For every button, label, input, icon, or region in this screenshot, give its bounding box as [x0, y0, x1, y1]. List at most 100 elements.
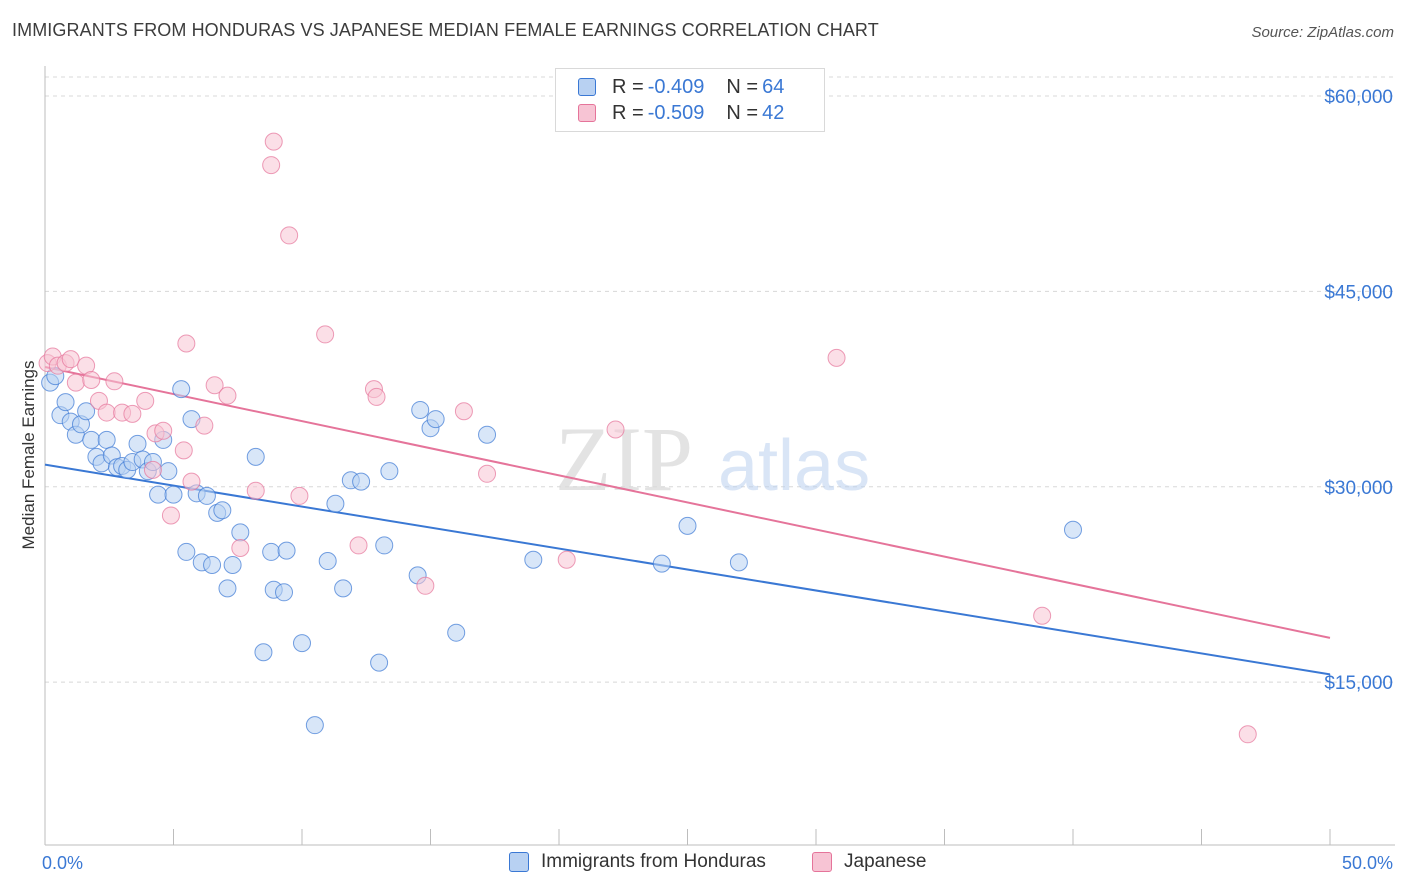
japanese-point-36: [478, 464, 497, 483]
japanese-legend-swatch: [812, 852, 832, 872]
y-tick-label-1: $30,000: [1324, 478, 1393, 499]
honduras-point-45: [318, 552, 337, 571]
japanese-point-22: [205, 376, 224, 395]
japanese-point-39: [827, 348, 846, 367]
y-tick-label-0: $15,000: [1324, 673, 1393, 694]
japanese-point-10: [105, 372, 124, 391]
watermark: ZIP atlas: [555, 408, 870, 510]
honduras-point-34: [218, 579, 237, 598]
axes: [44, 66, 1395, 846]
r-value: -0.409: [647, 75, 705, 98]
y-tick-label-3: $60,000: [1324, 87, 1393, 108]
japanese-point-14: [143, 460, 162, 479]
japanese-point-31: [349, 536, 368, 555]
honduras-point-31: [203, 555, 222, 574]
honduras-point-52: [380, 462, 399, 481]
japanese-point-33: [367, 387, 386, 406]
honduras-point-17: [128, 434, 147, 453]
japanese-point-35: [454, 402, 473, 421]
legend-item-honduras[interactable]: Immigrants from Honduras: [509, 851, 766, 873]
honduras-point-41: [275, 583, 294, 602]
japanese-point-26: [264, 132, 283, 151]
y-tick-label-2: $45,000: [1324, 282, 1393, 303]
honduras-legend-swatch: [509, 852, 529, 872]
japanese-point-37: [557, 550, 576, 569]
r-value: -0.509: [647, 101, 705, 124]
japanese-point-27: [262, 156, 281, 175]
japanese-point-40: [1033, 606, 1052, 625]
honduras-point-3: [56, 393, 75, 412]
stats-box: R = -0.409 N = 64 R = -0.509 N = 42: [555, 68, 825, 132]
legend: Immigrants from Honduras Japanese: [0, 851, 1406, 879]
honduras-point-61: [678, 516, 697, 535]
honduras-point-35: [223, 555, 242, 574]
honduras-point-46: [326, 494, 345, 513]
honduras-point-43: [293, 634, 311, 653]
chart-title: IMMIGRANTS FROM HONDURAS VS JAPANESE MED…: [12, 20, 879, 40]
source-label: Source: ZipAtlas.com: [1251, 24, 1394, 41]
honduras-point-54: [411, 400, 430, 419]
japanese-point-13: [136, 391, 155, 410]
honduras-point-39: [262, 542, 281, 561]
japanese-point-25: [246, 481, 265, 500]
honduras-point-47: [334, 579, 353, 598]
x-tick-label-1: 50.0%: [1342, 853, 1393, 873]
n-label: N =: [726, 75, 759, 98]
honduras-point-59: [524, 550, 543, 569]
watermark-zip: ZIP: [555, 408, 693, 510]
japanese-point-34: [416, 576, 435, 595]
japanese-swatch: [578, 104, 596, 122]
honduras-point-58: [478, 425, 497, 444]
japanese-point-41: [1238, 725, 1257, 744]
tick-labels: $15,000 $30,000 $45,000 $60,000 0.0% 50.0%: [42, 87, 1393, 873]
legend-item-japanese[interactable]: Japanese: [812, 851, 926, 873]
japanese-point-16: [154, 421, 173, 440]
honduras-point-42: [277, 541, 296, 560]
honduras-point-36: [231, 523, 250, 542]
japanese-point-12: [123, 404, 142, 423]
japanese-trendline: [44, 365, 1331, 639]
honduras-point-51: [375, 536, 394, 555]
legend-label-japanese: Japanese: [844, 851, 927, 872]
stats-row-japanese: R = -0.509 N = 42: [578, 100, 788, 126]
honduras-point-33: [213, 501, 232, 520]
stats-row-honduras: R = -0.409 N = 64: [578, 74, 788, 100]
honduras-point-44: [305, 716, 324, 735]
japanese-point-18: [174, 441, 193, 460]
honduras-point-26: [177, 542, 196, 561]
honduras-swatch: [578, 78, 596, 96]
honduras-point-30: [197, 486, 216, 505]
honduras-point-24: [164, 485, 183, 504]
honduras-point-8: [82, 430, 101, 449]
honduras-point-37: [246, 447, 265, 466]
honduras-point-7: [77, 402, 96, 421]
r-label: R =: [612, 75, 644, 98]
trendlines: [44, 365, 1331, 676]
y-axis-label: Median Female Earnings: [19, 361, 38, 550]
japanese-point-29: [290, 486, 309, 505]
japanese-point-9: [97, 403, 116, 422]
honduras-trendline: [44, 463, 1331, 676]
japanese-point-28: [280, 226, 299, 245]
honduras-point-38: [254, 643, 273, 662]
n-value: 42: [762, 101, 785, 124]
japanese-point-23: [218, 386, 237, 405]
honduras-point-60: [652, 554, 671, 573]
honduras-point-25: [172, 380, 191, 399]
japanese-point-4: [61, 350, 80, 369]
honduras-point-62: [729, 553, 748, 572]
honduras-point-49: [352, 472, 371, 491]
honduras-point-63: [1064, 520, 1082, 539]
n-label: N =: [726, 101, 759, 124]
honduras-point-23: [159, 462, 178, 481]
japanese-point-24: [231, 539, 250, 558]
x-tick-label-0: 0.0%: [42, 853, 83, 873]
data-points: [38, 132, 1257, 744]
japanese-point-17: [161, 506, 180, 525]
r-label: R =: [612, 101, 644, 124]
japanese-point-21: [195, 416, 214, 435]
japanese-point-7: [82, 371, 101, 389]
japanese-point-5: [66, 373, 85, 392]
japanese-point-20: [182, 472, 201, 491]
